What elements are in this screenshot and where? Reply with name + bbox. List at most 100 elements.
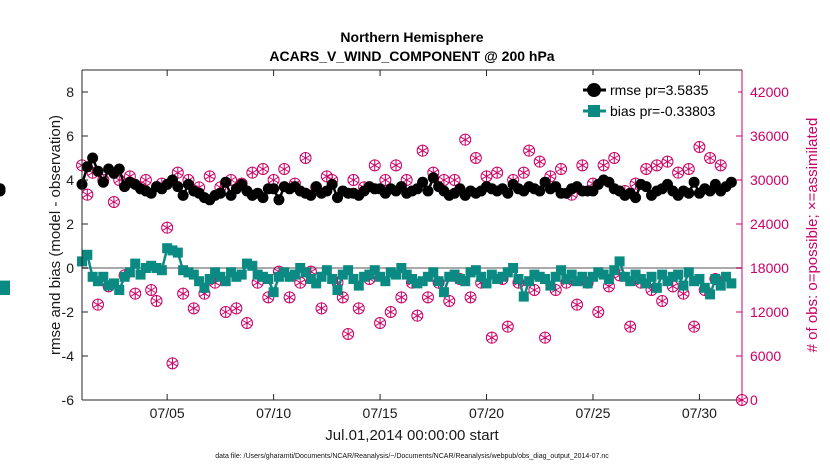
obs-assimilated-stroke — [624, 323, 636, 331]
y-axis-label: rmse and bias (model - observation) — [47, 115, 64, 355]
bias-point — [396, 263, 407, 273]
bias-point — [236, 269, 247, 280]
rmse-point — [172, 181, 184, 193]
obs-assimilated-stroke — [220, 308, 232, 316]
legend-label-bias: bias pr=-0.33803 — [610, 103, 716, 119]
bias-point — [577, 271, 588, 282]
obs-assimilated-stroke — [316, 304, 327, 312]
y-right-tick-label: 12000 — [750, 304, 789, 320]
bias-point — [550, 271, 561, 282]
bias-point — [433, 276, 444, 287]
obs-assimilated-point — [465, 291, 476, 304]
obs-assimilated-stroke — [161, 224, 173, 232]
obs-assimilated-stroke — [715, 161, 727, 169]
obs-assimilated-stroke — [374, 319, 386, 327]
rmse-point — [417, 176, 429, 188]
bias-point — [502, 267, 513, 278]
bias-point — [694, 274, 705, 284]
bias-point — [683, 267, 694, 278]
obs-assimilated-stroke — [550, 286, 562, 294]
obs-assimilated-stroke — [257, 165, 269, 173]
obs-assimilated-point — [672, 166, 684, 179]
rmse-point — [113, 163, 125, 175]
obs-assimilated-stroke — [92, 301, 104, 309]
bias-point — [130, 258, 141, 269]
obs-assimilated-stroke — [422, 293, 434, 301]
legend-box — [584, 75, 738, 121]
bias-point — [375, 271, 386, 282]
obs-assimilated-stroke — [486, 334, 498, 342]
obs-assimilated-point — [108, 196, 120, 208]
obs-assimilated-stroke — [443, 297, 455, 305]
obs-assimilated-point — [715, 159, 727, 172]
bias-point — [710, 274, 721, 284]
bias-point — [699, 282, 710, 293]
bias-point — [119, 271, 130, 282]
obs-assimilated-point — [353, 302, 365, 315]
y-tick-label: 8 — [66, 84, 74, 100]
bias-point — [231, 271, 242, 282]
obs-assimilated-stroke — [129, 290, 141, 298]
bias-point — [492, 274, 503, 284]
obs-assimilated-point — [385, 306, 397, 318]
obs-assimilated-stroke — [379, 176, 391, 184]
bias-point — [486, 269, 497, 280]
obs-assimilated-stroke — [555, 165, 567, 173]
obs-assimilated-stroke — [683, 165, 695, 173]
bias-point — [465, 267, 476, 278]
obs-assimilated-stroke — [571, 301, 583, 309]
obs-assimilated-point — [337, 291, 349, 304]
obs-assimilated-point — [342, 328, 354, 340]
bias-point — [348, 274, 359, 284]
obs-assimilated-point — [92, 298, 104, 311]
bias-point — [268, 287, 279, 298]
obs-assimilated-stroke — [693, 143, 705, 151]
obs-assimilated-stroke — [481, 172, 492, 180]
obs-assimilated-stroke — [145, 286, 157, 294]
bias-point — [380, 276, 391, 287]
obs-assimilated-point — [523, 144, 535, 157]
obs-assimilated-point — [449, 174, 461, 186]
bias-point — [593, 267, 604, 278]
obs-assimilated-point — [502, 320, 514, 333]
bias-point — [641, 278, 652, 289]
obs-assimilated-point — [246, 166, 258, 179]
bias-point — [108, 278, 119, 289]
obs-assimilated-point — [576, 159, 588, 172]
rmse-point — [427, 172, 439, 184]
obs-assimilated-stroke — [667, 282, 679, 290]
obs-assimilated-stroke — [268, 176, 280, 184]
y-tick-label: 6 — [66, 128, 74, 144]
bias-point — [337, 269, 348, 280]
bias-point — [289, 269, 300, 280]
bias-point — [444, 271, 455, 282]
bias-point — [609, 265, 620, 276]
obs-assimilated-stroke — [348, 176, 359, 184]
bias-point — [87, 271, 98, 282]
obs-assimilated-point — [348, 174, 359, 186]
bias-point — [689, 276, 700, 287]
rmse-point — [81, 161, 93, 173]
bias-point — [726, 278, 737, 289]
obs-assimilated-point — [220, 306, 232, 318]
obs-assimilated-stroke — [342, 330, 354, 338]
rmse-point — [214, 187, 226, 199]
obs-assimilated-point — [688, 320, 700, 333]
bias-point — [305, 274, 316, 284]
bias-point — [513, 274, 524, 284]
obs-assimilated-point — [374, 317, 386, 329]
obs-assimilated-point — [598, 159, 610, 172]
obs-assimilated-stroke — [395, 293, 407, 301]
obs-assimilated-stroke — [528, 286, 540, 294]
bias-point — [295, 263, 306, 273]
bias-point — [167, 245, 178, 256]
bias-point — [140, 263, 151, 273]
obs-assimilated-stroke — [294, 279, 306, 287]
obs-assimilated-stroke — [491, 169, 503, 177]
obs-assimilated-point — [683, 163, 695, 175]
obs-assimilated-point — [662, 155, 673, 168]
obs-assimilated-stroke — [534, 158, 546, 166]
obs-assimilated-stroke — [177, 290, 189, 298]
obs-assimilated-stroke — [539, 334, 551, 342]
